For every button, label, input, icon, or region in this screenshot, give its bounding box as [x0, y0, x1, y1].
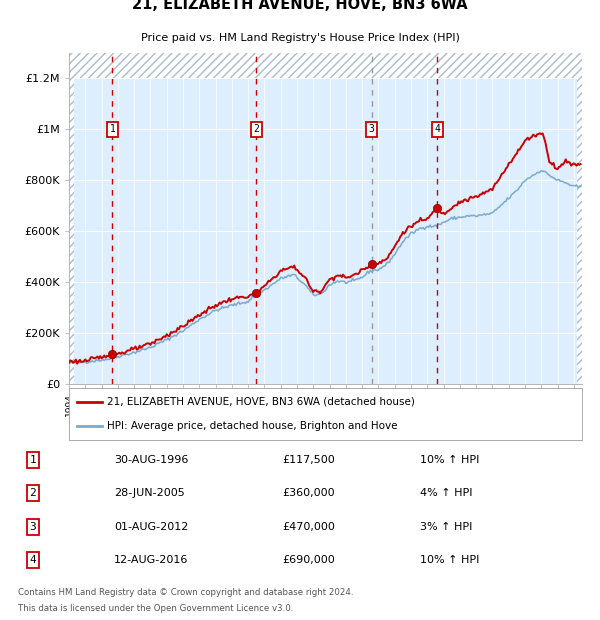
Bar	[577, 53, 585, 384]
Text: 3% ↑ HPI: 3% ↑ HPI	[420, 521, 472, 531]
Text: HPI: Average price, detached house, Brighton and Hove: HPI: Average price, detached house, Brig…	[107, 421, 398, 431]
Text: 21, ELIZABETH AVENUE, HOVE, BN3 6WA (detached house): 21, ELIZABETH AVENUE, HOVE, BN3 6WA (det…	[107, 397, 415, 407]
Bar	[69, 53, 74, 384]
Bar	[69, 53, 582, 78]
Text: 4% ↑ HPI: 4% ↑ HPI	[420, 489, 473, 498]
Text: 2: 2	[253, 124, 259, 135]
Text: 28-JUN-2005: 28-JUN-2005	[114, 489, 185, 498]
Text: £470,000: £470,000	[282, 521, 335, 531]
Text: Contains HM Land Registry data © Crown copyright and database right 2024.: Contains HM Land Registry data © Crown c…	[18, 588, 353, 597]
Text: 1: 1	[109, 124, 115, 135]
Text: 4: 4	[434, 124, 440, 135]
Text: 3: 3	[368, 124, 374, 135]
Text: 21, ELIZABETH AVENUE, HOVE, BN3 6WA: 21, ELIZABETH AVENUE, HOVE, BN3 6WA	[132, 0, 468, 12]
Text: 01-AUG-2012: 01-AUG-2012	[114, 521, 188, 531]
Text: 30-AUG-1996: 30-AUG-1996	[114, 455, 188, 465]
Text: 1: 1	[29, 455, 37, 465]
Text: This data is licensed under the Open Government Licence v3.0.: This data is licensed under the Open Gov…	[18, 604, 293, 613]
Text: 10% ↑ HPI: 10% ↑ HPI	[420, 555, 479, 565]
Text: 10% ↑ HPI: 10% ↑ HPI	[420, 455, 479, 465]
Text: 4: 4	[29, 555, 37, 565]
Text: Price paid vs. HM Land Registry's House Price Index (HPI): Price paid vs. HM Land Registry's House …	[140, 33, 460, 43]
Text: 2: 2	[29, 489, 37, 498]
Text: 12-AUG-2016: 12-AUG-2016	[114, 555, 188, 565]
Text: £690,000: £690,000	[282, 555, 335, 565]
Text: 3: 3	[29, 521, 37, 531]
Text: £117,500: £117,500	[282, 455, 335, 465]
Text: £360,000: £360,000	[282, 489, 335, 498]
